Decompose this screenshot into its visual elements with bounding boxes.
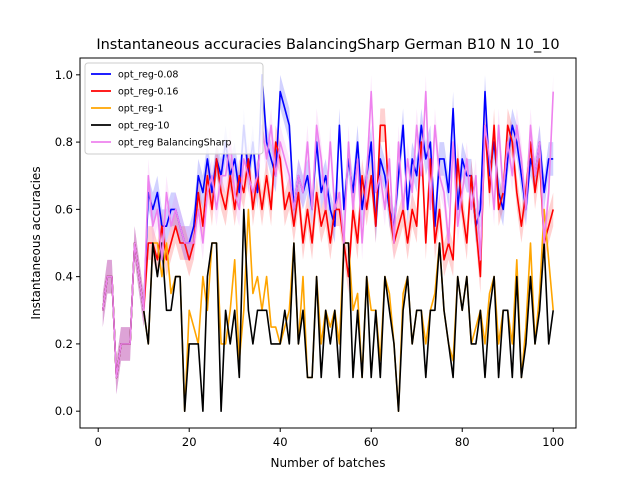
y-tick-label: 0.2 (55, 337, 73, 351)
y-tick-label: 0.0 (55, 404, 73, 418)
legend-label-3: opt_reg-10 (118, 121, 169, 132)
y-axis-label: Instantaneous accuracies (29, 166, 43, 319)
series-band-0 (102, 74, 554, 395)
legend: opt_reg-0.08 opt_reg-0.16 opt_reg-1 opt_reg… (84, 62, 264, 155)
series-band-4 (102, 74, 554, 395)
y-tick-label: 1.0 (55, 68, 73, 82)
series-line-1 (102, 124, 554, 379)
x-tick-label: 80 (455, 435, 470, 449)
x-tick-label: 40 (273, 435, 288, 449)
x-tick-label: 0 (95, 435, 102, 449)
legend-label-2: opt_reg-1 (118, 104, 163, 115)
y-tick-label: 0.6 (55, 202, 73, 216)
x-tick-label: 60 (364, 435, 379, 449)
legend-label-4: opt_reg BalancingSharp (118, 138, 231, 149)
y-tick-label: 0.8 (55, 135, 73, 149)
x-axis-label: Number of batches (271, 456, 386, 470)
x-axis-ticks: 0 20 40 60 80 100 (95, 428, 564, 449)
legend-box (84, 62, 264, 155)
chart-title: Instantaneous accuracies BalancingSharp … (96, 37, 559, 53)
y-axis-ticks: 0.0 0.2 0.4 0.6 0.8 1.0 (55, 68, 80, 418)
plot-frame (79, 57, 577, 429)
y-tick-label: 0.4 (55, 270, 73, 284)
legend-label-0: opt_reg-0.08 (118, 70, 178, 81)
series-line-4 (102, 90, 554, 379)
series-lines (102, 74, 554, 412)
x-tick-label: 20 (182, 435, 197, 449)
legend-label-1: opt_reg-0.16 (118, 87, 178, 98)
series-line-3 (102, 208, 554, 412)
x-tick-label: 100 (542, 435, 564, 449)
